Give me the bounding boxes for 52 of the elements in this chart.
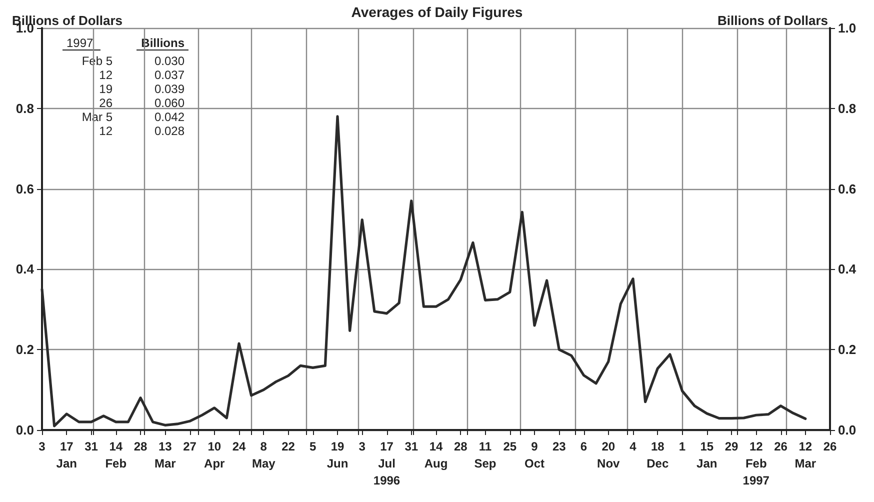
y2-tick-label: 0.6 (838, 181, 856, 196)
x-tick-label: 14 Feb (105, 440, 127, 470)
y2-tick-label: 0.4 (838, 262, 857, 277)
x-tick-label: 19 Jun (326, 440, 348, 470)
x-tick-label: 15 Jan (696, 440, 718, 470)
x-tick-label: 27 (183, 440, 197, 454)
x-tick-label: 14 Aug (424, 440, 448, 470)
x-tick-label: 8 May (252, 440, 276, 470)
x-tick-label: 17 Jul 1996 (373, 440, 400, 488)
x-tick-label: 5 (310, 440, 317, 454)
y-tick-label: 0.8 (16, 100, 34, 116)
text: 26 0.060 (99, 96, 184, 110)
y2-axis-title: Billions of Dollars (717, 13, 828, 28)
x-tick-label: 26 (774, 440, 788, 454)
x-tick-label: 3 (358, 440, 366, 454)
text: 1997 Billions (66, 36, 184, 50)
x-tick-label: 28 (134, 440, 148, 454)
x-tick-label: 22 (282, 440, 296, 454)
chart-title: Averages of Daily Figures (351, 4, 523, 20)
y2-tick-label: 0.0 (838, 422, 856, 438)
x-tick-label: 13 Mar (154, 440, 176, 470)
y-tick-label: 0.6 (16, 181, 34, 196)
x-tick-label: 24 (232, 440, 246, 454)
text: 19 0.039 (99, 82, 184, 96)
y2-tick-label: 0.2 (838, 342, 856, 358)
x-tick-label: 11 Sep (474, 440, 496, 470)
text: Feb 5 0.030 (82, 54, 184, 68)
y2-tick-label: 1.0 (838, 20, 856, 36)
x-tick-label: 12 Mar (794, 440, 816, 470)
y-tick-label: 0.4 (16, 262, 35, 277)
x-tick-label: 25 (503, 440, 517, 454)
text: 12 0.037 (99, 68, 184, 82)
x-tick-label: 12 Feb 1997 (742, 440, 770, 488)
text: 12 0.028 (99, 124, 184, 138)
x-tick-label: 29 (724, 440, 738, 454)
x-tick-label: 18 Dec (646, 440, 669, 470)
x-tick-label: 20 Nov (597, 440, 620, 470)
y-tick-label: 0.2 (16, 342, 34, 358)
x-tick-label: 26 (823, 440, 837, 454)
x-tick-label: 28 (454, 440, 468, 454)
x-tick-label: 31 (84, 440, 98, 454)
x-tick-label: 31 (404, 440, 418, 454)
x-tick-label: 9 Oct (524, 440, 545, 470)
x-tick-label: 17 Jan (56, 440, 77, 470)
x-tick-label: 1 (678, 440, 686, 454)
y-tick-label: 0.0 (16, 422, 34, 438)
x-tick-label: 23 (552, 440, 566, 454)
x-tick-label: 4 (630, 440, 637, 454)
x-tick-label: 6 (580, 440, 588, 454)
x-tick-label: 3 (38, 440, 46, 454)
y2-tick-label: 0.8 (838, 100, 856, 116)
x-tick-label: 10 Apr (204, 440, 226, 470)
